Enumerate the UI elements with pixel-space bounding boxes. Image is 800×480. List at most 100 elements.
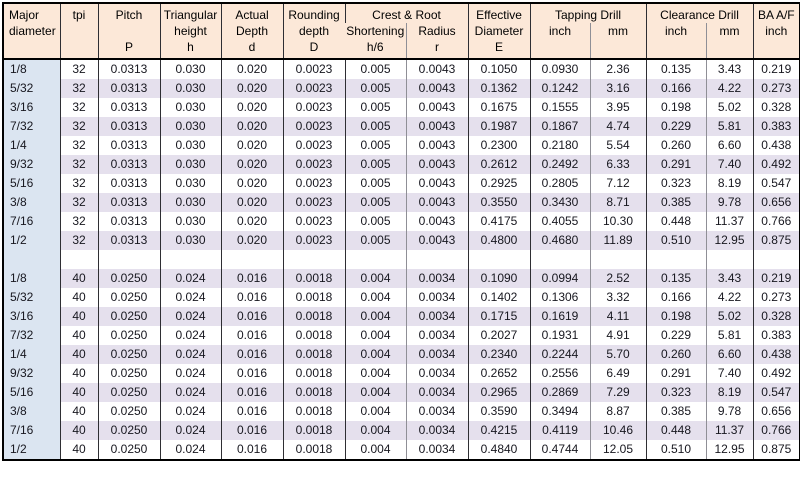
- cell-radius-r: 0.0043: [405, 117, 469, 136]
- cell-clearance-drill-inch: 0.229: [645, 326, 707, 345]
- cell-rounding-depth: 0.0018: [282, 307, 345, 326]
- cell-tapping-drill-inch: 0.0994: [529, 269, 591, 288]
- cell-tpi: [59, 250, 98, 269]
- cell-tapping-drill-mm: 4.91: [589, 326, 647, 345]
- cell-shortening-h6: 0.004: [344, 345, 406, 364]
- cell-rounding-depth: 0.0018: [282, 383, 345, 402]
- cell-clearance-drill-mm: [705, 250, 754, 269]
- cell-pitch: 0.0313: [97, 59, 160, 79]
- cell-major-diameter: 3/8: [3, 402, 60, 421]
- table-row: 3/8 40 0.0250 0.024 0.016 0.0018 0.004 0.0034 0.…: [3, 402, 800, 421]
- cell-clearance-drill-inch: 0.448: [645, 212, 707, 231]
- cell-radius-r: 0.0043: [405, 231, 469, 250]
- cell-ba-af-inch: [752, 250, 800, 269]
- cell-tpi: 32: [59, 155, 98, 174]
- cell-actual-depth: 0.020: [220, 117, 283, 136]
- cell-radius-r: 0.0043: [405, 193, 469, 212]
- cell-actual-depth: [220, 250, 283, 269]
- cell-triangular-height: 0.024: [159, 402, 221, 421]
- cell-ba-af-inch: 0.219: [752, 59, 800, 79]
- header-tapping-drill-group: Tapping Drill: [529, 3, 647, 23]
- table-row: 3/8 32 0.0313 0.030 0.020 0.0023 0.005 0.0043 0.…: [3, 193, 800, 212]
- cell-rounding-depth: 0.0023: [282, 193, 345, 212]
- cell-actual-depth: 0.016: [220, 421, 283, 440]
- cell-tapping-drill-mm: 4.74: [589, 117, 647, 136]
- cell-tpi: 32: [59, 136, 98, 155]
- cell-clearance-drill-inch: 0.198: [645, 98, 707, 117]
- cell-radius-r: 0.0034: [405, 288, 469, 307]
- cell-major-diameter: [3, 250, 60, 269]
- cell-rounding-depth: 0.0023: [282, 155, 345, 174]
- cell-tpi: 40: [59, 326, 98, 345]
- cell-major-diameter: 5/32: [3, 79, 60, 98]
- cell-effective-diameter: 0.1402: [467, 288, 531, 307]
- cell-major-diameter: 1/8: [3, 269, 60, 288]
- cell-ba-af-inch: 0.656: [752, 402, 800, 421]
- cell-radius-r: 0.0043: [405, 155, 469, 174]
- cell-shortening-h6: 0.004: [344, 288, 406, 307]
- header-row-groups: Major diameter tpi Pitch P Triangular he…: [3, 3, 800, 59]
- cell-rounding-depth: 0.0023: [282, 98, 345, 117]
- cell-clearance-drill-mm: 4.22: [705, 79, 754, 98]
- cell-tpi: 40: [59, 345, 98, 364]
- cell-actual-depth: 0.020: [220, 79, 283, 98]
- cell-ba-af-inch: 0.547: [752, 174, 800, 193]
- cell-tapping-drill-inch: 0.3430: [529, 193, 591, 212]
- cell-clearance-drill-mm: 5.02: [705, 98, 754, 117]
- header-rounding-depth: Rounding depth D: [282, 3, 345, 59]
- cell-clearance-drill-inch: 0.291: [645, 155, 707, 174]
- cell-major-diameter: 1/8: [3, 59, 60, 79]
- cell-major-diameter: 5/16: [3, 174, 60, 193]
- cell-shortening-h6: 0.005: [344, 174, 406, 193]
- cell-triangular-height: 0.024: [159, 269, 221, 288]
- cell-tapping-drill-mm: 8.71: [589, 193, 647, 212]
- cell-triangular-height: 0.030: [159, 136, 221, 155]
- cell-tapping-drill-mm: 7.12: [589, 174, 647, 193]
- cell-clearance-drill-mm: 5.81: [705, 326, 754, 345]
- cell-shortening-h6: 0.005: [344, 231, 406, 250]
- cell-actual-depth: 0.016: [220, 440, 283, 460]
- cell-clearance-drill-mm: 3.43: [705, 269, 754, 288]
- cell-ba-af-inch: 0.766: [752, 212, 800, 231]
- cell-radius-r: 0.0043: [405, 79, 469, 98]
- cell-triangular-height: 0.024: [159, 383, 221, 402]
- cell-rounding-depth: 0.0018: [282, 440, 345, 460]
- cell-actual-depth: 0.020: [220, 193, 283, 212]
- cell-effective-diameter: 0.2300: [467, 136, 531, 155]
- cell-triangular-height: 0.030: [159, 174, 221, 193]
- cell-effective-diameter: 0.2965: [467, 383, 531, 402]
- cell-effective-diameter: 0.1090: [467, 269, 531, 288]
- cell-shortening-h6: 0.005: [344, 136, 406, 155]
- cell-pitch: 0.0250: [97, 402, 160, 421]
- cell-clearance-drill-inch: 0.166: [645, 79, 707, 98]
- cell-major-diameter: 5/16: [3, 383, 60, 402]
- header-radius: Radius r: [405, 23, 469, 59]
- cell-tpi: 32: [59, 193, 98, 212]
- cell-ba-af-inch: 0.273: [752, 288, 800, 307]
- cell-rounding-depth: 0.0018: [282, 326, 345, 345]
- cell-triangular-height: 0.024: [159, 307, 221, 326]
- cell-clearance-drill-inch: 0.260: [645, 136, 707, 155]
- cell-triangular-height: 0.030: [159, 193, 221, 212]
- cell-ba-af-inch: 0.547: [752, 383, 800, 402]
- table-row: 1/4 40 0.0250 0.024 0.016 0.0018 0.004 0.0034 0.…: [3, 345, 800, 364]
- cell-tpi: 40: [59, 288, 98, 307]
- cell-shortening-h6: 0.004: [344, 269, 406, 288]
- cell-ba-af-inch: 0.492: [752, 155, 800, 174]
- cell-effective-diameter: 0.2612: [467, 155, 531, 174]
- cell-radius-r: 0.0034: [405, 440, 469, 460]
- cell-rounding-depth: [282, 250, 345, 269]
- cell-major-diameter: 9/32: [3, 155, 60, 174]
- cell-tapping-drill-mm: 3.16: [589, 79, 647, 98]
- cell-clearance-drill-mm: 11.37: [705, 421, 754, 440]
- cell-major-diameter: 7/32: [3, 117, 60, 136]
- cell-triangular-height: 0.024: [159, 326, 221, 345]
- cell-effective-diameter: 0.2340: [467, 345, 531, 364]
- header-clearance-mm: mm: [705, 23, 754, 59]
- cell-radius-r: 0.0043: [405, 98, 469, 117]
- cell-clearance-drill-inch: 0.260: [645, 345, 707, 364]
- table-row: 7/32 40 0.0250 0.024 0.016 0.0018 0.004 0.0034 0…: [3, 326, 800, 345]
- cell-effective-diameter: 0.4800: [467, 231, 531, 250]
- cell-pitch: 0.0313: [97, 117, 160, 136]
- table-row: [3, 250, 800, 269]
